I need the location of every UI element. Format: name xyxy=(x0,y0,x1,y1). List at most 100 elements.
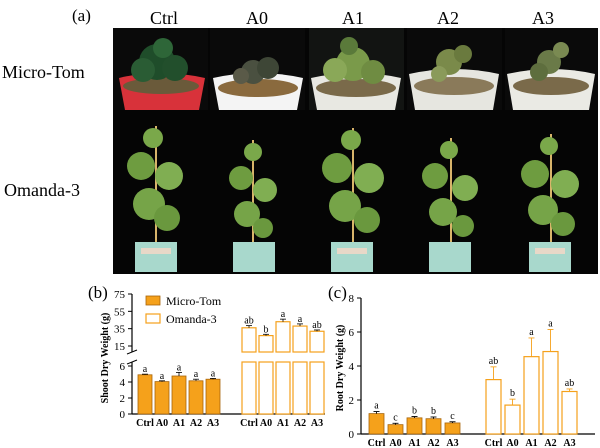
photo-micro-tom-ctrl xyxy=(113,28,208,110)
x-tick-label: A2 xyxy=(190,418,202,429)
bar-omanda-3-a0 xyxy=(504,404,521,435)
legend-label-micro-tom: Micro-Tom xyxy=(166,294,222,308)
y-tick-label: 15 xyxy=(114,341,126,353)
x-tick-label: A3 xyxy=(563,438,575,448)
y-tick-label: 8 xyxy=(349,293,355,305)
significance-letter: b xyxy=(431,406,436,417)
significance-letter: a xyxy=(194,369,199,380)
panel-c-letter: (c) xyxy=(328,283,347,302)
bar-micro-tom-a3 xyxy=(205,378,221,415)
photo-micro-tom-a2 xyxy=(407,28,502,110)
bar-omanda-3-lower-a1 xyxy=(275,361,291,415)
significance-letter: ab xyxy=(312,320,321,331)
significance-letter: c xyxy=(393,412,398,423)
shoot-dry-weight-chart: 0 2 4 6 15 35 55 75 Shoot Dry Weight (g) a Ctrl a A0… xyxy=(100,289,325,429)
x-tick-label: A0 xyxy=(506,438,518,448)
bar-omanda-3-a2 xyxy=(292,325,308,353)
x-tick-label: A1 xyxy=(525,438,537,448)
y-tick-label: 4 xyxy=(349,361,355,373)
plant-photo-grid xyxy=(113,28,598,274)
bar-omanda-3-ctrl xyxy=(485,378,502,435)
x-tick-label: A0 xyxy=(260,418,272,429)
x-tick-label: A3 xyxy=(207,418,219,429)
significance-letter: a xyxy=(529,327,534,338)
bar-micro-tom-ctrl xyxy=(137,374,153,415)
bar-omanda-3-lower-ctrl xyxy=(241,361,257,415)
x-tick-label: Ctrl xyxy=(485,438,503,448)
significance-letter: a xyxy=(548,318,553,329)
photo-micro-tom-a3 xyxy=(505,28,598,110)
photo-omanda-3-ctrl xyxy=(127,126,183,272)
bar-omanda-3-a2 xyxy=(542,350,559,435)
y-tick-label: 2 xyxy=(120,393,126,405)
y-tick-label: 0 xyxy=(120,409,126,421)
legend-swatch-micro-tom xyxy=(145,295,161,306)
x-tick-label: A2 xyxy=(544,438,556,448)
x-tick-label: Ctrl xyxy=(368,438,386,448)
significance-letter: b xyxy=(412,405,417,416)
column-header-a0: A0 xyxy=(246,8,268,28)
legend-label-omanda-3: Omanda-3 xyxy=(166,312,217,326)
photo-omanda-3-a1 xyxy=(322,128,384,272)
y-tick-label: 2 xyxy=(349,395,355,407)
bar-omanda-3-a3 xyxy=(309,330,325,353)
significance-letter: a xyxy=(177,362,182,373)
legend-swatch-omanda-3 xyxy=(145,313,161,324)
root-dry-weight-chart: 0 2 4 6 8 Root Dry Weight (g) a Ctrl c A0 b A1 b A2 c A… xyxy=(335,293,595,448)
bar-omanda-3-lower-a3 xyxy=(309,361,325,415)
significance-letter: ab xyxy=(489,356,498,367)
x-tick-label: A1 xyxy=(408,438,420,448)
column-header-a3: A3 xyxy=(532,8,554,28)
photo-omanda-3-a3 xyxy=(521,134,579,272)
row-label-omanda-3: Omanda-3 xyxy=(4,180,80,200)
photo-omanda-3-a2 xyxy=(422,138,478,272)
bar-omanda-3-lower-a0 xyxy=(258,361,274,415)
y-tick-label: 75 xyxy=(114,289,126,301)
significance-letter: ab xyxy=(244,316,253,327)
bar-omanda-3-a1 xyxy=(523,356,540,435)
y-axis-label: Shoot Dry Weight (g) xyxy=(100,313,111,404)
x-tick-label: A3 xyxy=(446,438,458,448)
y-tick-label: 6 xyxy=(349,327,355,339)
bar-micro-tom-a1 xyxy=(406,417,423,435)
bar-micro-tom-a2 xyxy=(425,418,442,435)
x-tick-label: A3 xyxy=(311,418,323,429)
axis-break-mark xyxy=(126,349,138,355)
significance-letter: a xyxy=(143,364,148,375)
y-tick-label: 6 xyxy=(120,361,126,373)
photo-omanda-3-a0 xyxy=(229,140,277,272)
bar-micro-tom-a2 xyxy=(188,380,204,415)
bar-omanda-3-ctrl xyxy=(241,327,257,353)
y-tick-label: 55 xyxy=(114,306,126,318)
y-tick-label: 4 xyxy=(120,377,126,389)
significance-letter: ab xyxy=(565,378,574,389)
bar-micro-tom-a0 xyxy=(387,424,404,435)
column-header-a2: A2 xyxy=(437,8,459,28)
bar-omanda-3-a3 xyxy=(561,390,578,435)
x-tick-label: A2 xyxy=(294,418,306,429)
significance-letter: a xyxy=(281,309,286,320)
x-tick-label: A0 xyxy=(389,438,401,448)
panel-b-letter: (b) xyxy=(88,283,108,302)
bar-micro-tom-a0 xyxy=(154,381,170,415)
x-tick-label: A2 xyxy=(427,438,439,448)
significance-letter: a xyxy=(374,401,379,412)
significance-letter: b xyxy=(264,324,269,335)
significance-letter: a xyxy=(160,371,165,382)
x-tick-label: Ctrl xyxy=(240,418,258,429)
y-axis-label: Root Dry Weight (g) xyxy=(335,325,346,412)
bar-micro-tom-a1 xyxy=(171,375,187,415)
bar-omanda-3-a0 xyxy=(258,334,274,353)
row-label-micro-tom: Micro-Tom xyxy=(2,62,85,82)
bar-omanda-3-lower-a2 xyxy=(292,361,308,415)
photo-micro-tom-a0 xyxy=(210,28,305,110)
significance-letter: a xyxy=(298,314,303,325)
y-tick-label: 35 xyxy=(114,324,126,336)
axis-break-mark xyxy=(126,359,138,365)
x-tick-label: A1 xyxy=(277,418,289,429)
significance-letter: b xyxy=(510,388,515,399)
bar-micro-tom-ctrl xyxy=(368,413,385,435)
bar-micro-tom-a3 xyxy=(444,422,461,435)
column-header-ctrl: Ctrl xyxy=(149,8,178,28)
